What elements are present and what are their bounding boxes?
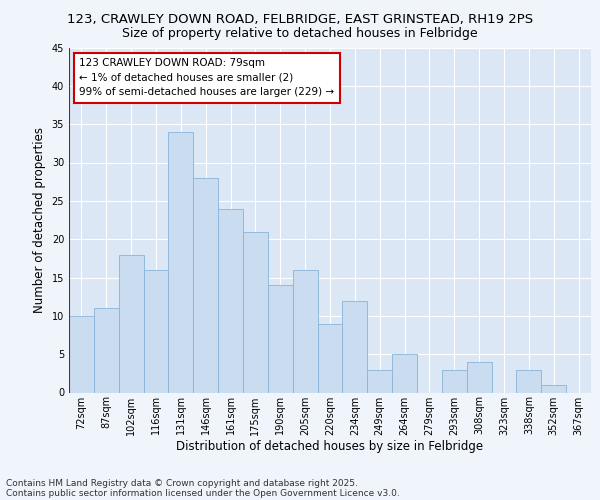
Bar — [243, 232, 268, 392]
Bar — [143, 270, 169, 392]
Text: Contains public sector information licensed under the Open Government Licence v3: Contains public sector information licen… — [6, 488, 400, 498]
Bar — [467, 362, 491, 392]
Bar — [119, 254, 143, 392]
Bar — [317, 324, 343, 392]
Bar — [293, 270, 317, 392]
Bar — [268, 285, 293, 393]
Bar — [392, 354, 417, 393]
Bar — [517, 370, 541, 392]
Text: Size of property relative to detached houses in Felbridge: Size of property relative to detached ho… — [122, 28, 478, 40]
Bar — [94, 308, 119, 392]
Bar — [69, 316, 94, 392]
Text: 123, CRAWLEY DOWN ROAD, FELBRIDGE, EAST GRINSTEAD, RH19 2PS: 123, CRAWLEY DOWN ROAD, FELBRIDGE, EAST … — [67, 12, 533, 26]
Bar — [218, 208, 243, 392]
Bar — [442, 370, 467, 392]
Bar — [367, 370, 392, 392]
Bar — [169, 132, 193, 392]
Y-axis label: Number of detached properties: Number of detached properties — [33, 127, 46, 313]
Text: Contains HM Land Registry data © Crown copyright and database right 2025.: Contains HM Land Registry data © Crown c… — [6, 478, 358, 488]
Bar — [541, 385, 566, 392]
X-axis label: Distribution of detached houses by size in Felbridge: Distribution of detached houses by size … — [176, 440, 484, 453]
Bar — [193, 178, 218, 392]
Text: 123 CRAWLEY DOWN ROAD: 79sqm
← 1% of detached houses are smaller (2)
99% of semi: 123 CRAWLEY DOWN ROAD: 79sqm ← 1% of det… — [79, 58, 335, 98]
Bar — [343, 300, 367, 392]
